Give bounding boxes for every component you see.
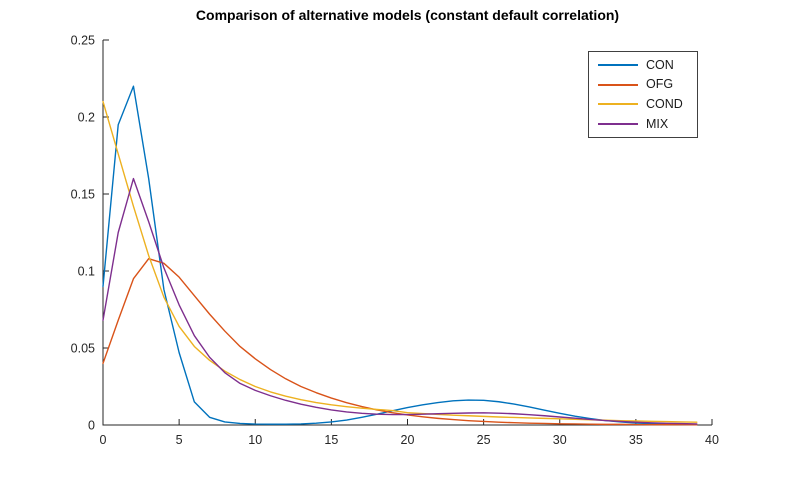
legend-label-mix: MIX: [646, 116, 669, 131]
series-line-cond: [102, 100, 698, 423]
legend-label-cond: COND: [646, 97, 683, 112]
x-tick-label: 15: [324, 433, 338, 447]
y-tick-label: 0.15: [71, 188, 95, 202]
y-tick-label: 0.25: [71, 34, 95, 48]
x-tick-label: 20: [401, 433, 415, 447]
x-tick-label: 40: [705, 433, 719, 447]
legend-line-swatch-mix: [598, 123, 638, 126]
x-tick-label: 5: [176, 433, 183, 447]
legend-line-swatch-cond: [598, 103, 638, 106]
x-tick-label: 35: [629, 433, 643, 447]
x-tick-label: 0: [100, 433, 107, 447]
x-tick-label: 30: [553, 433, 567, 447]
legend-label-con: CON: [646, 57, 674, 72]
legend-item-con: CON: [589, 55, 697, 74]
y-tick-label: 0: [88, 419, 95, 433]
legend-line-swatch-ofg: [598, 83, 638, 86]
legend-item-cond: COND: [589, 95, 697, 114]
chart-title: Comparison of alternative models (consta…: [195, 7, 620, 23]
x-tick-label: 10: [248, 433, 262, 447]
legend-label-ofg: OFG: [646, 77, 674, 92]
legend-line-swatch-con: [598, 63, 638, 66]
series-line-ofg: [102, 257, 698, 426]
x-tick-label: 25: [477, 433, 491, 447]
legend-item-ofg: OFG: [589, 75, 697, 94]
y-tick-label: 0.2: [78, 111, 95, 125]
legend-item-mix: MIX: [589, 115, 697, 134]
y-tick-label: 0.1: [78, 265, 95, 279]
series-line-mix: [102, 177, 698, 425]
y-tick-label: 0.05: [71, 342, 95, 356]
legend: CON OFG COND MIX: [588, 51, 698, 138]
